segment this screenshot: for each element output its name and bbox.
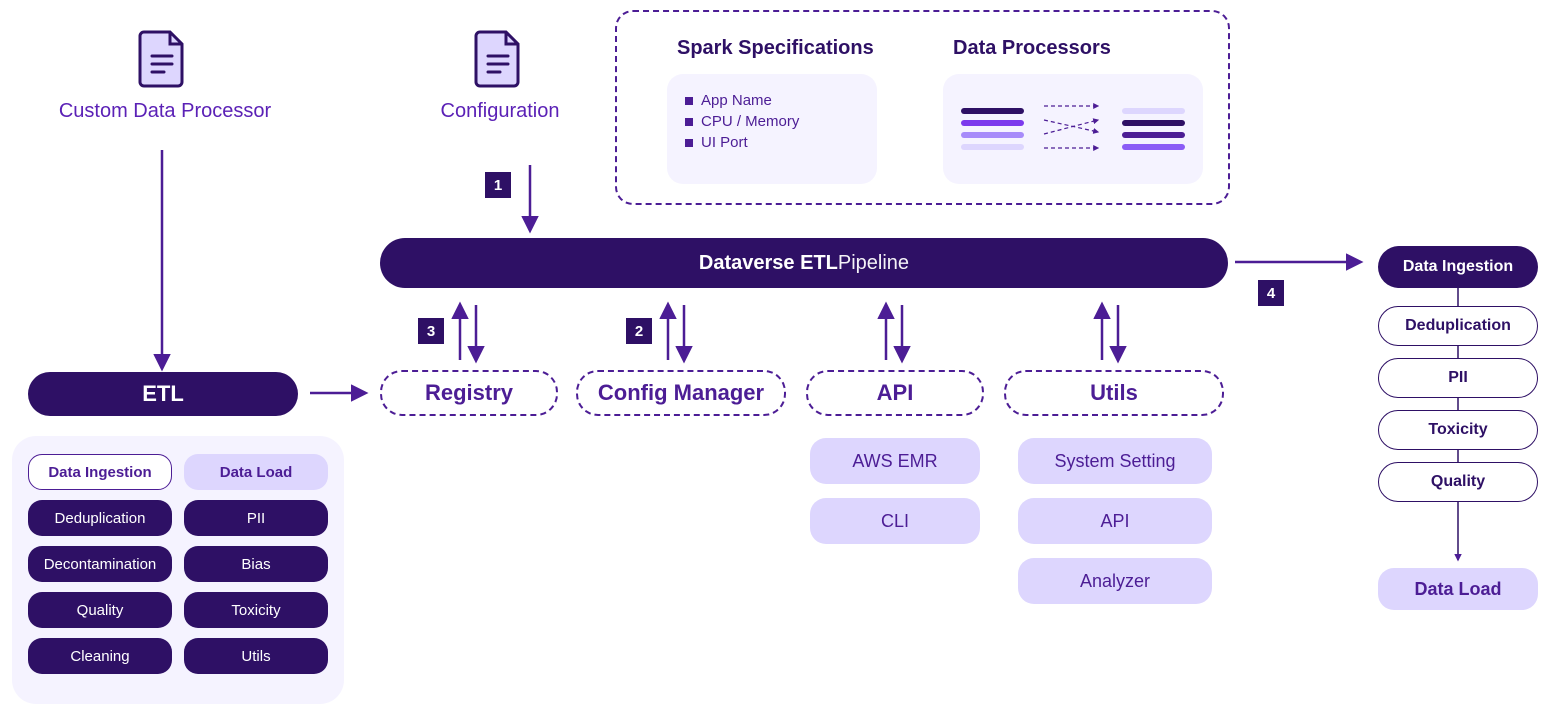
dp-bar <box>961 132 1024 138</box>
step-badge-3: 3 <box>418 318 444 344</box>
spec-text: App Name <box>701 92 772 109</box>
pipeline-title-bold: Dataverse ETL <box>699 252 838 275</box>
etl-chip: Bias <box>184 546 328 582</box>
dp-bar <box>961 108 1024 114</box>
dp-bar <box>1122 144 1185 150</box>
configuration-label: Configuration <box>430 100 570 123</box>
step-badge-2: 2 <box>626 318 652 344</box>
etl-chip: Decontamination <box>28 546 172 582</box>
processors-heading: Data Processors <box>953 37 1111 60</box>
pipeline-title-light: Pipeline <box>838 252 909 275</box>
processors-block <box>943 74 1203 184</box>
dp-arrows-icon <box>1042 98 1104 160</box>
dp-right-bars <box>1122 102 1185 156</box>
spec-item: CPU / Memory <box>685 113 859 130</box>
step-badge-4: 4 <box>1258 280 1284 306</box>
spark-spec-block: App Name CPU / Memory UI Port <box>667 74 877 184</box>
etl-col-right: Data Load PII Bias Toxicity Utils <box>184 454 328 674</box>
etl-chip: Deduplication <box>28 500 172 536</box>
etl-chip: Cleaning <box>28 638 172 674</box>
etl-chip: Quality <box>28 592 172 628</box>
spark-heading: Spark Specifications <box>677 37 874 60</box>
dp-bar <box>961 120 1024 126</box>
utils-item: Analyzer <box>1018 558 1212 604</box>
output-step: PII <box>1378 358 1538 398</box>
etl-chip: Utils <box>184 638 328 674</box>
spec-item: UI Port <box>685 134 859 151</box>
etl-chip: Data Ingestion <box>28 454 172 490</box>
dp-bar <box>961 144 1024 150</box>
spec-text: CPU / Memory <box>701 113 799 130</box>
output-head: Data Ingestion <box>1378 246 1538 288</box>
output-step: Quality <box>1378 462 1538 502</box>
etl-chip: Data Load <box>184 454 328 490</box>
utils-item: API <box>1018 498 1212 544</box>
dp-bar <box>1122 132 1185 138</box>
pipeline-bar: Dataverse ETL Pipeline <box>380 238 1228 288</box>
file-icon <box>140 30 186 91</box>
etl-panel: Data Ingestion Deduplication Decontamina… <box>12 436 344 704</box>
etl-chip: PII <box>184 500 328 536</box>
utils-item: System Setting <box>1018 438 1212 484</box>
dp-bar <box>1122 108 1185 114</box>
output-tail: Data Load <box>1378 568 1538 610</box>
custom-processor-label: Custom Data Processor <box>55 100 275 123</box>
step-badge-1: 1 <box>485 172 511 198</box>
api-item: CLI <box>810 498 980 544</box>
dp-left-bars <box>961 102 1024 156</box>
api-item: AWS EMR <box>810 438 980 484</box>
spec-item: App Name <box>685 92 859 109</box>
spec-text: UI Port <box>701 134 748 151</box>
etl-chip: Toxicity <box>184 592 328 628</box>
registry-pill: Registry <box>380 370 558 416</box>
api-pill: API <box>806 370 984 416</box>
config-detail-box: Spark Specifications App Name CPU / Memo… <box>615 10 1230 205</box>
file-icon <box>476 30 522 91</box>
utils-pill: Utils <box>1004 370 1224 416</box>
dp-bar <box>1122 120 1185 126</box>
etl-col-left: Data Ingestion Deduplication Decontamina… <box>28 454 172 674</box>
config-manager-pill: Config Manager <box>576 370 786 416</box>
output-step: Deduplication <box>1378 306 1538 346</box>
etl-pill: ETL <box>28 372 298 416</box>
output-step: Toxicity <box>1378 410 1538 450</box>
